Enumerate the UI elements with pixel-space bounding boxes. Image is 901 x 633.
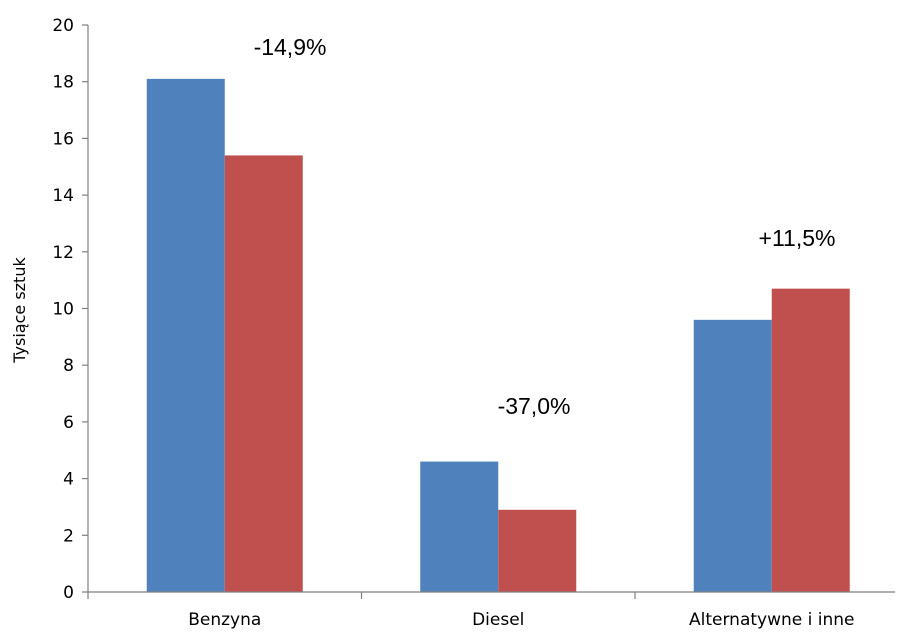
- y-axis-label: Tysiące sztuk: [10, 257, 29, 364]
- y-tick-label: 14: [52, 186, 74, 206]
- y-tick-label: 16: [52, 129, 74, 149]
- x-category-label: Diesel: [472, 610, 524, 630]
- bar-series1-alternatywne-i-inne: [693, 319, 772, 592]
- bar-series1-diesel: [420, 461, 499, 592]
- bar-series2-alternatywne-i-inne: [771, 288, 850, 592]
- bar-series2-benzyna: [224, 155, 303, 592]
- bar-series2-diesel: [498, 509, 577, 592]
- x-category-label: Benzyna: [188, 610, 261, 630]
- change-annotation: +11,5%: [759, 225, 836, 251]
- y-tick-label: 6: [63, 413, 74, 433]
- y-tick-label: 20: [52, 16, 74, 36]
- y-tick-label: 2: [63, 526, 74, 546]
- y-tick-label: 10: [52, 300, 74, 320]
- change-annotation: -37,0%: [498, 393, 571, 419]
- y-tick-label: 0: [63, 583, 74, 603]
- bar-series1-benzyna: [146, 78, 225, 593]
- y-tick-label: 18: [52, 73, 74, 93]
- change-annotation: -14,9%: [254, 34, 327, 60]
- bars-layer: [146, 78, 850, 593]
- y-tick-label: 4: [63, 470, 74, 490]
- x-category-label: Alternatywne i inne: [689, 610, 854, 630]
- y-tick-label: 8: [63, 356, 74, 376]
- labels-layer: 0 2 4 6 8 10 12 14 16 18 20 Benzyna Diesel Alternatyw…: [52, 16, 854, 630]
- axes-layer: [82, 24, 895, 599]
- y-tick-label: 12: [52, 243, 74, 263]
